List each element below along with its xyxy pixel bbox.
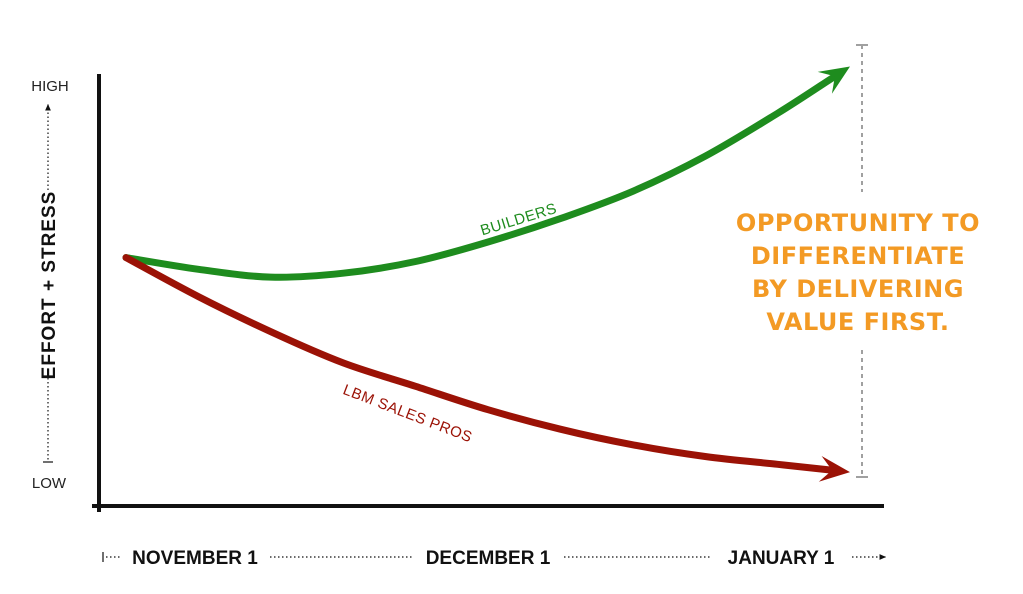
series-builders	[122, 66, 850, 281]
series-label-lbm-sales-pros: LBM SALES PROS	[341, 381, 475, 446]
x-tick-label-november: NOVEMBER 1	[132, 548, 258, 569]
series-line-builders	[122, 74, 836, 281]
y-axis-low-label: LOW	[32, 475, 67, 492]
y-axis-high-label: HIGH	[31, 78, 69, 95]
y-axis-title: EFFORT + STRESS	[39, 191, 60, 380]
series-layer	[122, 66, 850, 482]
callout-line-4: VALUE FIRST.	[766, 308, 949, 336]
x-tick-label-december: DECEMBER 1	[426, 548, 551, 569]
callout-line-3: BY DELIVERING	[752, 275, 964, 303]
opportunity-callout: OPPORTUNITY TO DIFFERENTIATE BY DELIVERI…	[736, 209, 980, 336]
callout-line-1: OPPORTUNITY TO	[736, 209, 980, 237]
series-line-lbm-sales-pros	[122, 254, 833, 474]
series-lbm-sales-pros	[122, 254, 850, 482]
series-arrowhead-builders	[817, 66, 850, 94]
x-tick-label-january: JANUARY 1	[728, 548, 835, 569]
callout-line-2: DIFFERENTIATE	[751, 242, 965, 270]
series-arrowhead-lbm-sales-pros	[818, 456, 850, 482]
